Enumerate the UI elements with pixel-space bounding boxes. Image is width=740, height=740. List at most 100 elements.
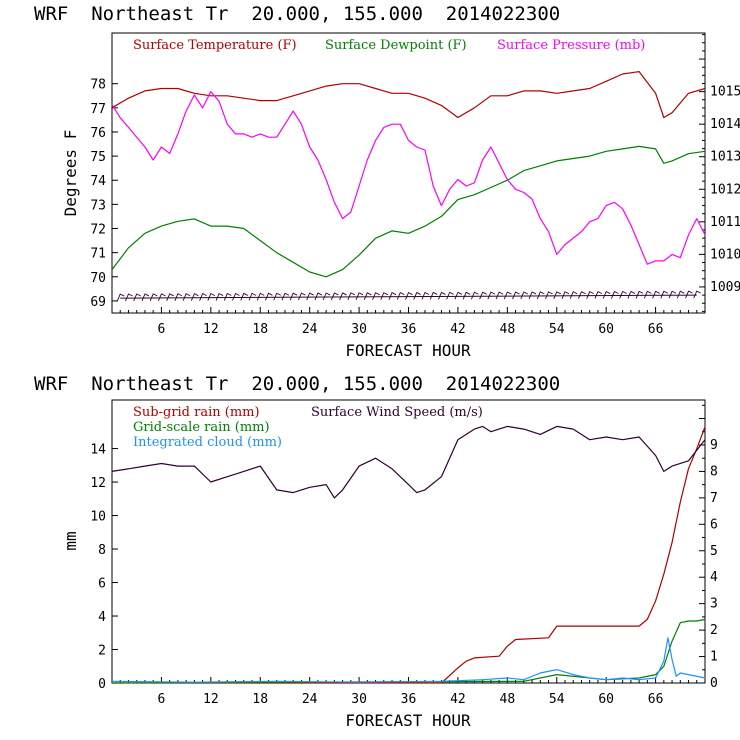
series-line-surface-pressure-mb bbox=[111, 91, 706, 265]
y-tick-label: 71 bbox=[90, 247, 106, 262]
wind-barb bbox=[536, 291, 545, 300]
wind-barb bbox=[528, 291, 537, 300]
wind-barb bbox=[503, 291, 512, 300]
wind-barb bbox=[685, 290, 693, 299]
legend-entry-pressure: Surface Pressure (mb) bbox=[497, 38, 645, 53]
wind-barb bbox=[495, 291, 504, 300]
y-tick-label: 72 bbox=[90, 223, 106, 238]
wind-barb bbox=[141, 293, 150, 302]
y-tick-label: 6 bbox=[98, 577, 106, 592]
wind-barb bbox=[693, 290, 701, 299]
series-line-surface-dewpoint-f bbox=[111, 145, 706, 278]
y2-tick-label: 2 bbox=[710, 623, 718, 638]
wind-barb bbox=[223, 292, 232, 301]
wind-barb bbox=[158, 293, 166, 302]
x-tick-label: 6 bbox=[158, 322, 166, 337]
x-tick-label: 66 bbox=[648, 692, 664, 707]
x-tick-label: 24 bbox=[302, 692, 318, 707]
y-tick-label: 8 bbox=[98, 543, 106, 558]
x-tick-label: 12 bbox=[203, 322, 219, 337]
legend-entry-gridscale-rain: Grid-scale rain (mm) bbox=[133, 420, 270, 435]
x-tick-label: 54 bbox=[549, 692, 565, 707]
y-tick-label: 69 bbox=[90, 295, 106, 310]
x-tick-label: 18 bbox=[252, 692, 268, 707]
y2-tick-label: 1015 bbox=[710, 85, 740, 100]
wind-barb bbox=[479, 291, 487, 300]
wind-barb bbox=[660, 290, 669, 299]
wind-barb bbox=[322, 292, 331, 301]
x-tick-label: 24 bbox=[302, 322, 318, 337]
y2-tick-label: 1012 bbox=[710, 182, 740, 197]
legend-entry-subgrid-rain: Sub-grid rain (mm) bbox=[133, 405, 260, 420]
x-tick-label: 6 bbox=[158, 692, 166, 707]
legend-entry-wind-speed: Surface Wind Speed (m/s) bbox=[311, 405, 483, 420]
wind-barb bbox=[619, 290, 627, 299]
wind-barb bbox=[438, 291, 446, 300]
wind-barb bbox=[569, 291, 578, 299]
y2-tick-label: 0 bbox=[710, 676, 718, 691]
wind-barb bbox=[676, 290, 685, 299]
wind-barb bbox=[190, 293, 199, 301]
y-axis-left: 69 70 71 72 73 74 75 76 77 78 bbox=[90, 78, 118, 310]
wind-barb bbox=[149, 293, 158, 302]
series-line-sub-grid-rain-mm bbox=[112, 426, 706, 684]
wind-barb bbox=[405, 291, 413, 300]
y2-tick-label: 1011 bbox=[710, 215, 740, 230]
x-tick-label: 12 bbox=[203, 692, 219, 707]
wind-barb bbox=[586, 291, 594, 299]
x-tick-label: 66 bbox=[648, 322, 664, 337]
wind-barb bbox=[610, 290, 619, 299]
wind-barb bbox=[388, 292, 397, 300]
wind-barb bbox=[207, 292, 216, 301]
wind-barb bbox=[487, 291, 496, 300]
wind-barb bbox=[248, 292, 257, 301]
y2-tick-label: 6 bbox=[710, 517, 718, 532]
chart-header: WRF Northeast Tr 20.000, 155.000 2014022… bbox=[34, 373, 560, 395]
wind-barb bbox=[256, 292, 265, 301]
wind-barb bbox=[561, 291, 570, 299]
wind-barb bbox=[594, 290, 603, 299]
y2-tick-label: 3 bbox=[710, 597, 718, 612]
wind-barb bbox=[380, 292, 388, 300]
y-tick-label: 4 bbox=[98, 610, 106, 625]
y-axis-label: Degrees F bbox=[61, 130, 80, 217]
x-axis: 6 12 18 24 30 36 42 48 54 60 66 bbox=[119, 307, 698, 337]
y2-tick-label: 4 bbox=[710, 570, 718, 585]
wind-barb bbox=[289, 292, 298, 301]
temperature-pressure-panel: WRF Northeast Tr 20.000, 155.000 2014022… bbox=[34, 3, 740, 360]
y2-tick-label: 1014 bbox=[710, 117, 740, 132]
wind-barb bbox=[363, 292, 372, 300]
y2-tick-label: 1009 bbox=[710, 280, 740, 295]
y-tick-label: 76 bbox=[90, 126, 106, 141]
x-tick-label: 48 bbox=[500, 322, 516, 337]
x-tick-label: 42 bbox=[450, 692, 466, 707]
y-tick-label: 75 bbox=[90, 150, 106, 165]
legend-entry-dewpoint: Surface Dewpoint (F) bbox=[325, 38, 467, 53]
wind-barb bbox=[199, 293, 207, 301]
y-tick-label: 74 bbox=[90, 174, 106, 189]
wind-barb bbox=[627, 290, 636, 299]
wind-barb bbox=[446, 291, 454, 300]
x-axis-label: FORECAST HOUR bbox=[345, 711, 471, 730]
wind-barb bbox=[396, 292, 405, 300]
y-axis-right: 0 1 2 3 4 5 6 7 8 9 bbox=[699, 404, 718, 691]
wind-barb bbox=[298, 292, 306, 301]
wind-barb bbox=[635, 290, 644, 299]
wind-barb bbox=[314, 292, 323, 301]
wind-barb bbox=[232, 292, 240, 301]
y2-tick-label: 9 bbox=[710, 438, 718, 453]
wind-barb bbox=[643, 290, 652, 299]
wind-barb bbox=[174, 293, 183, 301]
wind-barb bbox=[602, 290, 611, 299]
series-line-surface-temperature-f bbox=[111, 71, 706, 119]
y-tick-label: 2 bbox=[98, 644, 106, 659]
series-lines bbox=[111, 71, 706, 278]
wind-barb bbox=[240, 292, 248, 301]
wind-barb bbox=[553, 291, 561, 299]
y2-tick-label: 1 bbox=[710, 650, 718, 665]
wind-barb bbox=[306, 292, 314, 301]
wind-barb bbox=[125, 293, 133, 302]
rain-wind-panel: WRF Northeast Tr 20.000, 155.000 2014022… bbox=[34, 373, 718, 730]
y-tick-label: 77 bbox=[90, 102, 106, 117]
x-tick-label: 36 bbox=[401, 322, 417, 337]
